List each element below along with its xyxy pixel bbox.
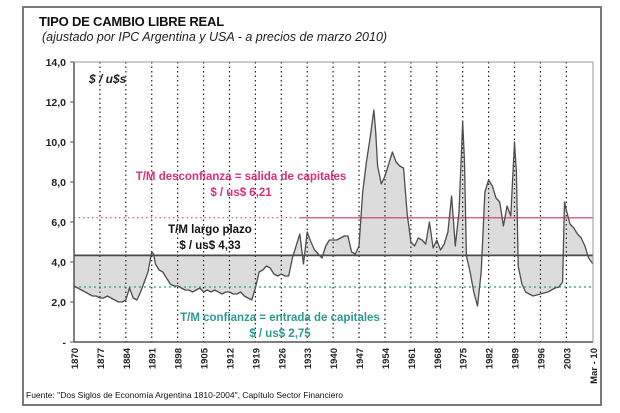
- x-tick-label: 1884: [122, 347, 133, 369]
- y-tick-label: 14,0: [46, 57, 67, 69]
- x-tick-label: 1982: [485, 348, 496, 369]
- confianza-label: T/M confianza = entrada de capitales: [180, 312, 380, 324]
- x-tick-label: 1898: [174, 348, 185, 369]
- unit-annotation: $ / u$s: [88, 72, 127, 86]
- largo-plazo-label: T/M largo plazo: [168, 224, 252, 236]
- desconfianza-value: $ / us$ 6,21: [210, 187, 272, 199]
- x-tick-label: 1996: [536, 348, 547, 369]
- y-tick-label: 10,0: [46, 137, 67, 149]
- y-tick-label: 12,0: [46, 97, 67, 109]
- chart-frame: [22, 6, 602, 406]
- series-line: [73, 109, 594, 307]
- x-tick-label: 2003: [562, 348, 573, 369]
- x-tick-label: 1961: [407, 347, 418, 369]
- x-tick-label: 1926: [277, 348, 288, 369]
- x-tick-label: 1891: [148, 347, 159, 369]
- chart-title: TIPO DE CAMBIO LIBRE REAL: [39, 14, 224, 29]
- y-tick-label: 2,0: [51, 297, 66, 309]
- x-tick-label: 1968: [433, 348, 444, 369]
- largo-plazo-value: $ / us$ 4,33: [179, 240, 240, 252]
- chart-subtitle: (ajustado por IPC Argentina y USA - a pr…: [42, 30, 388, 44]
- x-tick-label: 1919: [251, 348, 262, 369]
- x-tick-label: 1947: [355, 348, 366, 369]
- y-tick-label: 4,0: [51, 257, 66, 269]
- x-tick-label: 1933: [303, 348, 314, 369]
- confianza-value: $ / us$ 2,75: [249, 328, 311, 340]
- x-tick-label: 1954: [381, 347, 392, 369]
- desconfianza-label: T/M desconfianza = salida de capitales: [136, 171, 347, 183]
- x-tick-label: 1975: [459, 347, 470, 369]
- y-tick-label: 8,0: [51, 177, 66, 189]
- x-tick-label: 1877: [96, 348, 107, 369]
- y-tick-label: -: [63, 337, 67, 349]
- x-tick-label: 1940: [329, 348, 340, 369]
- x-tick-label: 1870: [70, 348, 81, 369]
- x-tick-label: 1912: [225, 348, 236, 369]
- x-tick-label: Mar - 10: [589, 348, 600, 384]
- source-note: Fuente: "Dos Siglos de Economía Argentin…: [26, 390, 343, 400]
- x-tick-label: 1905: [200, 347, 211, 369]
- y-tick-label: 6,0: [51, 217, 66, 229]
- x-tick-label: 1989: [511, 348, 522, 369]
